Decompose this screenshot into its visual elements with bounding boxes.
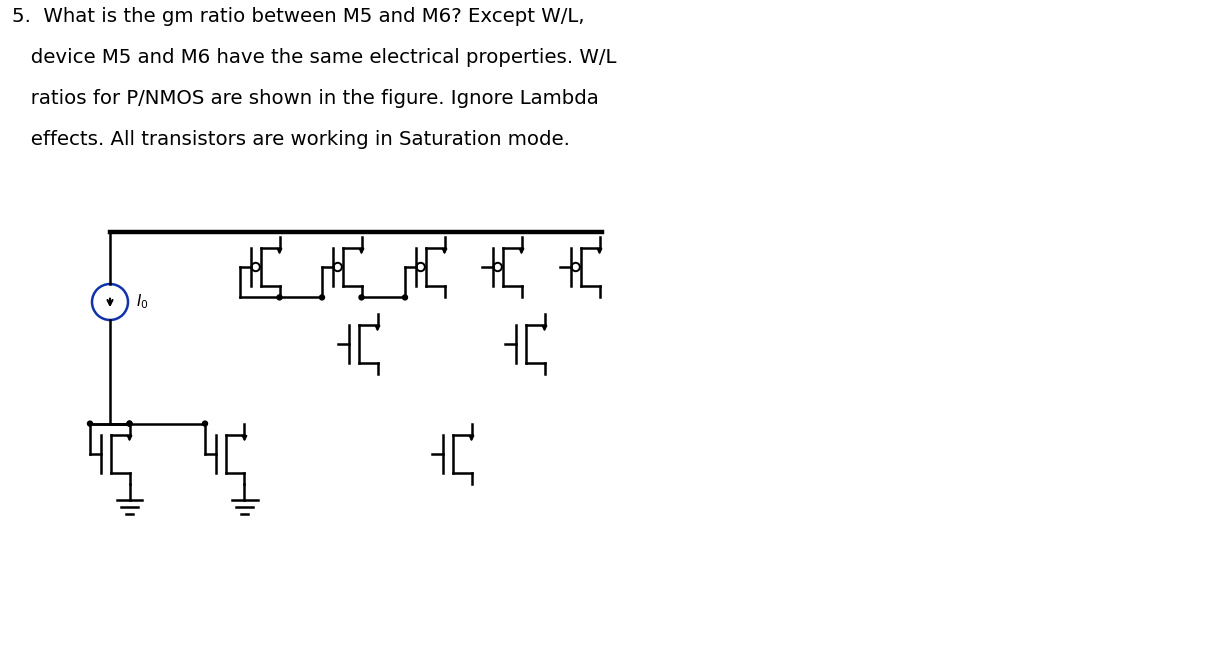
Text: $I_0$: $I_0$: [136, 292, 148, 311]
Circle shape: [359, 295, 364, 300]
Circle shape: [128, 421, 132, 426]
Circle shape: [128, 421, 132, 426]
Circle shape: [402, 295, 407, 300]
Circle shape: [87, 421, 92, 426]
Text: 5.  What is the gm ratio between M5 and M6? Except W/L,: 5. What is the gm ratio between M5 and M…: [12, 7, 585, 26]
Text: ratios for P/NMOS are shown in the figure. Ignore Lambda: ratios for P/NMOS are shown in the figur…: [12, 89, 598, 108]
Text: device M5 and M6 have the same electrical properties. W/L: device M5 and M6 have the same electrica…: [12, 48, 617, 67]
Text: effects. All transistors are working in Saturation mode.: effects. All transistors are working in …: [12, 130, 570, 149]
Circle shape: [320, 295, 325, 300]
Circle shape: [202, 421, 207, 426]
Circle shape: [277, 295, 282, 300]
